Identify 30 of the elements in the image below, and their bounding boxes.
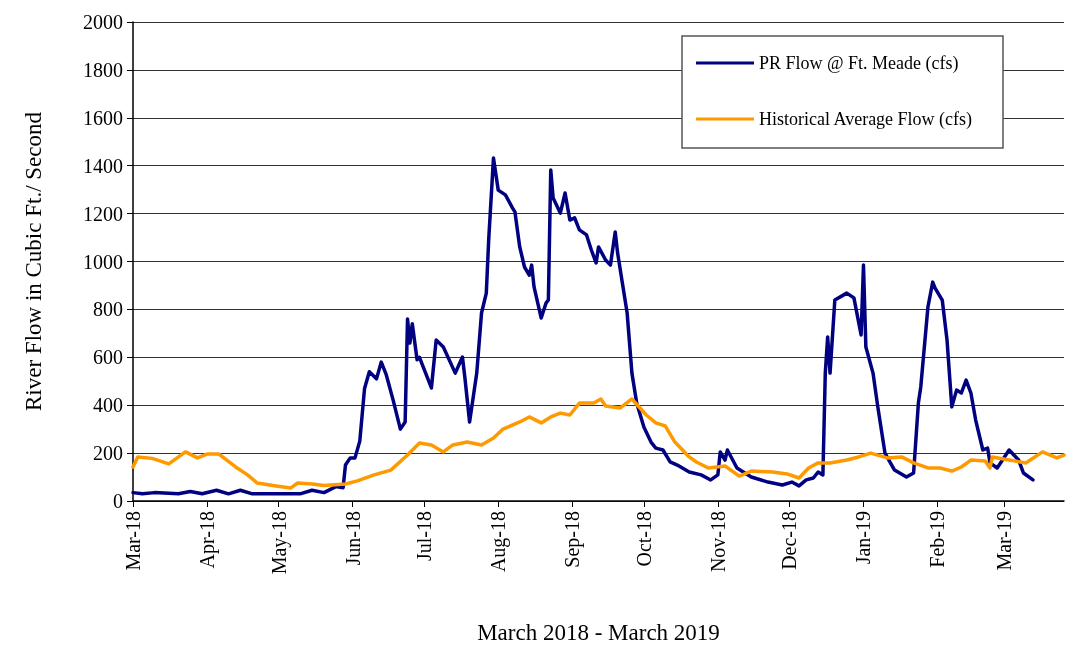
x-tick-label: Feb-19 <box>926 511 949 568</box>
x-tick-label: Jan-19 <box>852 511 875 565</box>
y-tick-label: 1400 <box>83 154 123 177</box>
y-tick-label: 800 <box>93 298 123 321</box>
x-tick-label: Jun-18 <box>341 511 364 566</box>
x-tick-label: Dec-18 <box>778 511 801 570</box>
x-axis-title: March 2018 - March 2019 <box>477 620 720 645</box>
y-tick-label: 1600 <box>83 106 123 129</box>
y-tick-label: 2000 <box>83 11 123 33</box>
y-tick-label: 200 <box>93 442 123 465</box>
y-tick-label: 1200 <box>83 202 123 225</box>
x-tick-label: May-18 <box>267 511 291 575</box>
line-series <box>131 156 1035 496</box>
y-tick-label: 600 <box>93 346 123 369</box>
y-tick-label: 1800 <box>83 58 123 81</box>
y-tick-label: 0 <box>113 490 123 512</box>
line-series <box>131 397 1066 490</box>
x-tick-label: Mar-19 <box>993 511 1016 571</box>
legend-label: Historical Average Flow (cfs) <box>759 109 973 130</box>
y-axis-title: River Flow in Cubic Ft./ Second <box>21 111 46 411</box>
legend-label: PR Flow @ Ft. Meade (cfs) <box>759 53 959 74</box>
x-tick-label: Sep-18 <box>561 511 585 568</box>
y-tick-label: 400 <box>93 394 123 417</box>
x-tick-label: Aug-18 <box>487 511 511 573</box>
x-tick-label: Apr-18 <box>196 511 219 569</box>
x-tick-label: Jul-18 <box>413 511 436 561</box>
x-tick-label: Nov-18 <box>706 511 729 573</box>
y-tick-label: 1000 <box>83 250 123 273</box>
x-tick-label: Oct-18 <box>632 511 655 567</box>
x-tick-label: Mar-18 <box>122 511 144 571</box>
